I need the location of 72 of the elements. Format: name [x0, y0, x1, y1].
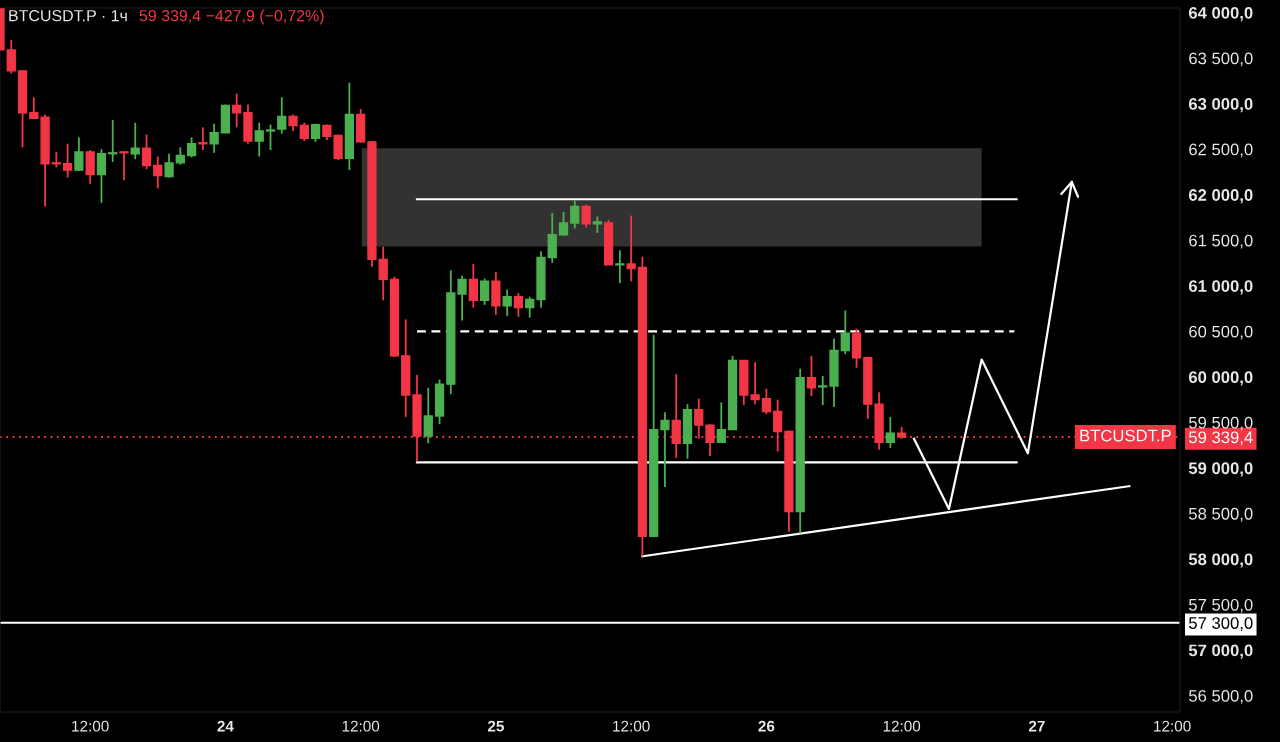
- y-tick-label: 64 000,0: [1188, 6, 1253, 22]
- candlestick: [209, 122, 219, 154]
- y-tick-label: 61 500,0: [1189, 234, 1253, 249]
- candlestick: [479, 277, 490, 306]
- candlestick: [716, 401, 726, 444]
- y-tick-label: 63 500,0: [1189, 52, 1253, 67]
- y-tick-label: 61 000,0: [1188, 280, 1253, 295]
- candlestick: [6, 38, 16, 75]
- candlestick: [51, 150, 61, 169]
- candlestick: [773, 398, 783, 453]
- candlestick: [581, 203, 591, 229]
- candlestick: [74, 136, 84, 172]
- candlestick: [457, 274, 467, 322]
- candlestick: [840, 309, 850, 355]
- candlestick: [254, 121, 264, 158]
- candlestick: [626, 214, 636, 283]
- x-tick-label: 27: [1028, 720, 1045, 732]
- x-tick-label: 12:00: [883, 720, 921, 732]
- candlestick: [198, 126, 208, 151]
- candlestick: [423, 386, 433, 445]
- candlestick: [570, 199, 580, 230]
- y-tick-label: 59 000,0: [1188, 462, 1253, 477]
- candlestick: [119, 150, 129, 182]
- candlestick: [333, 133, 343, 161]
- y-tick-label: 60 000,0: [1188, 371, 1253, 386]
- candlestick: [525, 295, 535, 319]
- candlestick: [232, 92, 242, 129]
- candlestick: [885, 416, 895, 449]
- y-tick-label: 59 500,0: [1189, 416, 1253, 431]
- ref-line-label: BTCUSDT.P: [1080, 429, 1171, 442]
- x-tick-label: 26: [758, 720, 775, 732]
- y-tick-label: 58 000,0: [1188, 553, 1253, 568]
- y-tick-label: 60 500,0: [1189, 325, 1253, 340]
- candlestick: [468, 263, 478, 309]
- candlestick: [85, 149, 95, 185]
- candlestick: [378, 245, 388, 302]
- candlestick: [615, 249, 625, 284]
- candlestick: [265, 123, 276, 151]
- y-tick-label: 57 300,0: [1189, 617, 1253, 631]
- x-tick-label: 24: [217, 720, 234, 732]
- y-tick-label: 58 500,0: [1189, 507, 1253, 522]
- y-tick-label: 59 339,4: [1189, 431, 1253, 446]
- y-tick-label: 56 500,0: [1189, 690, 1253, 704]
- candlestick: [299, 121, 309, 142]
- candlestick: [806, 354, 817, 397]
- candlestick: [761, 387, 772, 416]
- x-tick-label: 25: [487, 720, 504, 732]
- x-tick-label: 12:00: [72, 720, 109, 732]
- x-tick-label: 12:00: [342, 720, 380, 732]
- y-tick-label: 62 000,0: [1188, 189, 1253, 204]
- y-tick-label: 62 500,0: [1189, 143, 1253, 158]
- candlestick: [750, 361, 760, 406]
- candlestick: [502, 288, 512, 317]
- candlestick: [818, 375, 828, 406]
- candlestick: [96, 148, 107, 204]
- candlestick: [547, 212, 557, 264]
- chart-subtitle: 59 339,4 −427,9 (−0,72%): [139, 9, 324, 25]
- candlestick: [660, 411, 670, 488]
- y-tick-label: 57 500,0: [1189, 598, 1253, 613]
- candlestick: [62, 142, 73, 179]
- candlestick: [558, 211, 569, 237]
- y-tick-label: 57 000,0: [1188, 644, 1253, 659]
- x-tick-label: 12:00: [613, 720, 650, 732]
- candlestick: [186, 136, 197, 159]
- candlestick: [277, 96, 287, 135]
- candlestick: [513, 292, 524, 318]
- x-tick-label: 12:00: [1154, 720, 1191, 732]
- candlestick: [141, 133, 152, 171]
- candlestick: [153, 155, 163, 190]
- chart-title: BTCUSDT.P · 1ч: [9, 9, 127, 22]
- y-tick-label: 63 000,0: [1188, 98, 1253, 113]
- candlestick: [108, 119, 118, 163]
